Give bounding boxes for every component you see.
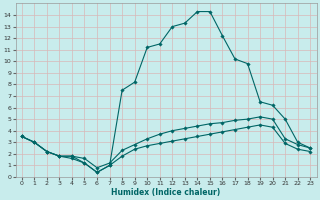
X-axis label: Humidex (Indice chaleur): Humidex (Indice chaleur) [111, 188, 221, 197]
